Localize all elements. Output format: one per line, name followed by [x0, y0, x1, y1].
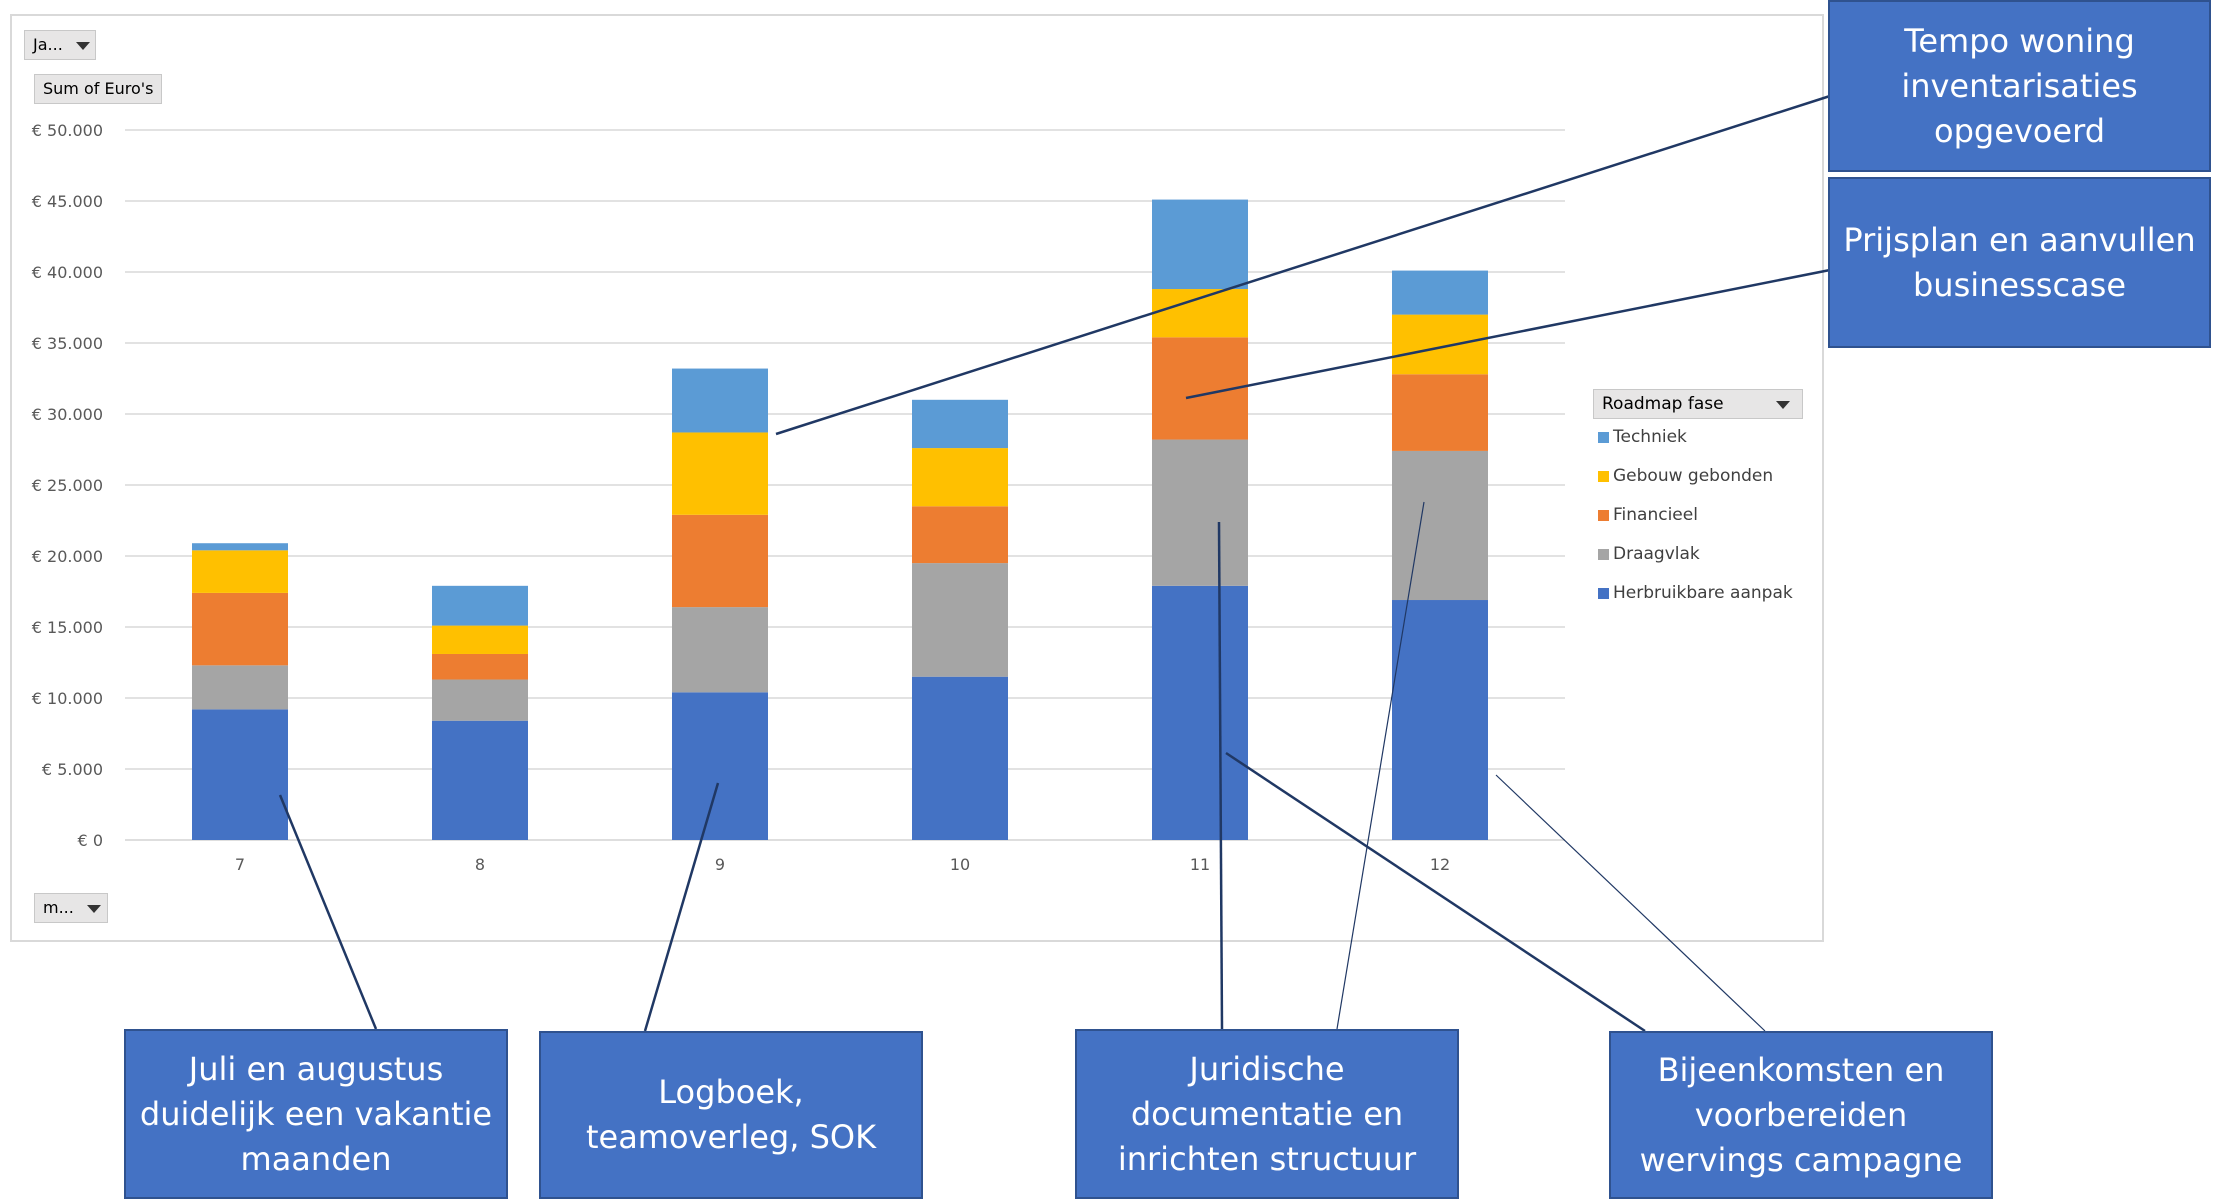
bar-segment[interactable] [1392, 270, 1488, 315]
y-tick-label: € 5.000 [42, 760, 103, 779]
legend-item: Techniek [1598, 427, 1687, 447]
callout-juli: Juli en augustus duidelijk een vakantie … [124, 1029, 508, 1199]
x-tick-label: 7 [235, 855, 245, 874]
bar-segment[interactable] [432, 585, 528, 626]
legend-swatch [1598, 587, 1609, 599]
y-tick-label: € 25.000 [32, 476, 103, 495]
legend-swatch [1598, 431, 1609, 443]
month-filter-button[interactable]: m... [34, 893, 108, 923]
callout-juli-text: Juli en augustus duidelijk een vakantie … [139, 1049, 493, 1178]
legend-label: Draagvlak [1613, 544, 1700, 564]
bar-segment[interactable] [1392, 374, 1488, 451]
callout-connector-line [643, 782, 720, 1032]
callout-prijsplan: Prijsplan en aanvullen businesscase [1828, 177, 2211, 348]
bar-segment[interactable] [432, 653, 528, 680]
bar-segment[interactable] [672, 607, 768, 693]
legend-label: Gebouw gebonden [1613, 466, 1774, 486]
dropdown-arrow-icon [86, 904, 101, 913]
bar-segment[interactable] [1392, 600, 1488, 840]
x-tick-label: 12 [1430, 855, 1450, 874]
y-tick-label: € 35.000 [32, 334, 103, 353]
legend-item: Herbruikbare aanpak [1598, 583, 1793, 603]
y-tick-label: € 50.000 [32, 121, 103, 140]
y-tick-label: € 40.000 [32, 263, 103, 282]
callout-tempo-text: Tempo woning inventarisaties opgevoerd [1901, 21, 2138, 150]
legend-label: Herbruikbare aanpak [1613, 583, 1793, 603]
x-tick-label: 8 [475, 855, 485, 874]
y-tick-label: € 45.000 [32, 192, 103, 211]
bar-segment[interactable] [1152, 439, 1248, 586]
bar-segment[interactable] [1392, 314, 1488, 375]
bar-segment[interactable] [192, 592, 288, 666]
bar-segment[interactable] [432, 720, 528, 840]
legend-swatch [1598, 548, 1609, 560]
bar-segment[interactable] [912, 563, 1008, 677]
legend-item: Draagvlak [1598, 544, 1700, 564]
callout-connector-line [1336, 501, 1425, 1030]
bar-segment[interactable] [1152, 289, 1248, 338]
legend-filter-button[interactable]: Roadmap fase [1593, 389, 1803, 419]
callout-connector-line [1185, 268, 1831, 400]
bar-segment[interactable] [1152, 585, 1248, 840]
x-tick-label: 9 [715, 855, 725, 874]
value-field-button[interactable]: Sum of Euro's [34, 74, 163, 104]
bar-segment[interactable] [1392, 450, 1488, 601]
callout-juridische-text: Juridische documentatie en inrichten str… [1117, 1049, 1417, 1178]
legend-swatch [1598, 470, 1609, 482]
y-tick-label: € 0 [78, 831, 103, 850]
callout-bijeenkomsten: Bijeenkomsten en voorbereiden wervings c… [1609, 1031, 1993, 1199]
x-tick-label: 10 [950, 855, 970, 874]
y-tick-label: € 30.000 [32, 405, 103, 424]
year-filter-button[interactable]: Ja... [24, 30, 96, 60]
dropdown-arrow-icon [75, 41, 90, 50]
callout-connector-line [1217, 521, 1224, 1030]
bar-segment[interactable] [912, 506, 1008, 564]
bar-segment[interactable] [672, 514, 768, 608]
legend-item: Gebouw gebonden [1598, 466, 1773, 486]
callout-connector-line [775, 94, 1831, 436]
callout-connector-line [1495, 774, 1766, 1032]
legend-label: Techniek [1613, 427, 1687, 447]
bar-segment[interactable] [912, 448, 1008, 507]
bar-segment[interactable] [432, 679, 528, 721]
month-filter-label: m... [43, 898, 74, 917]
x-tick-label: 11 [1190, 855, 1210, 874]
callout-juridische: Juridische documentatie en inrichten str… [1075, 1029, 1459, 1199]
value-field-label: Sum of Euro's [43, 79, 154, 98]
callout-connector-line [278, 794, 378, 1030]
bar-segment[interactable] [1152, 199, 1248, 290]
legend-title: Roadmap fase [1602, 394, 1724, 414]
y-tick-label: € 20.000 [32, 547, 103, 566]
legend-item: Financieel [1598, 505, 1698, 525]
callout-logboek: Logboek, teamoverleg, SOK [539, 1031, 923, 1199]
bar-segment[interactable] [432, 625, 528, 654]
bar-segment[interactable] [672, 692, 768, 840]
y-tick-label: € 15.000 [32, 618, 103, 637]
bar-segment[interactable] [192, 543, 288, 551]
dropdown-arrow-icon [1776, 401, 1790, 409]
bar-segment[interactable] [912, 399, 1008, 449]
callout-tempo: Tempo woning inventarisaties opgevoerd [1828, 0, 2211, 172]
callout-prijsplan-text: Prijsplan en aanvullen businesscase [1843, 220, 2196, 304]
legend-label: Financieel [1613, 505, 1698, 525]
callout-logboek-text: Logboek, teamoverleg, SOK [585, 1073, 877, 1156]
bar-segment[interactable] [672, 368, 768, 433]
bar-segment[interactable] [912, 676, 1008, 840]
callout-bijeenkomsten-text: Bijeenkomsten en voorbereiden wervings c… [1639, 1050, 1963, 1179]
bar-segment[interactable] [672, 432, 768, 515]
year-filter-label: Ja... [33, 35, 63, 54]
callout-connector-line [1225, 751, 1646, 1033]
bar-segment[interactable] [192, 665, 288, 710]
bar-segment[interactable] [192, 550, 288, 593]
bar-segment[interactable] [192, 709, 288, 840]
legend-swatch [1598, 509, 1609, 521]
y-tick-label: € 10.000 [32, 689, 103, 708]
